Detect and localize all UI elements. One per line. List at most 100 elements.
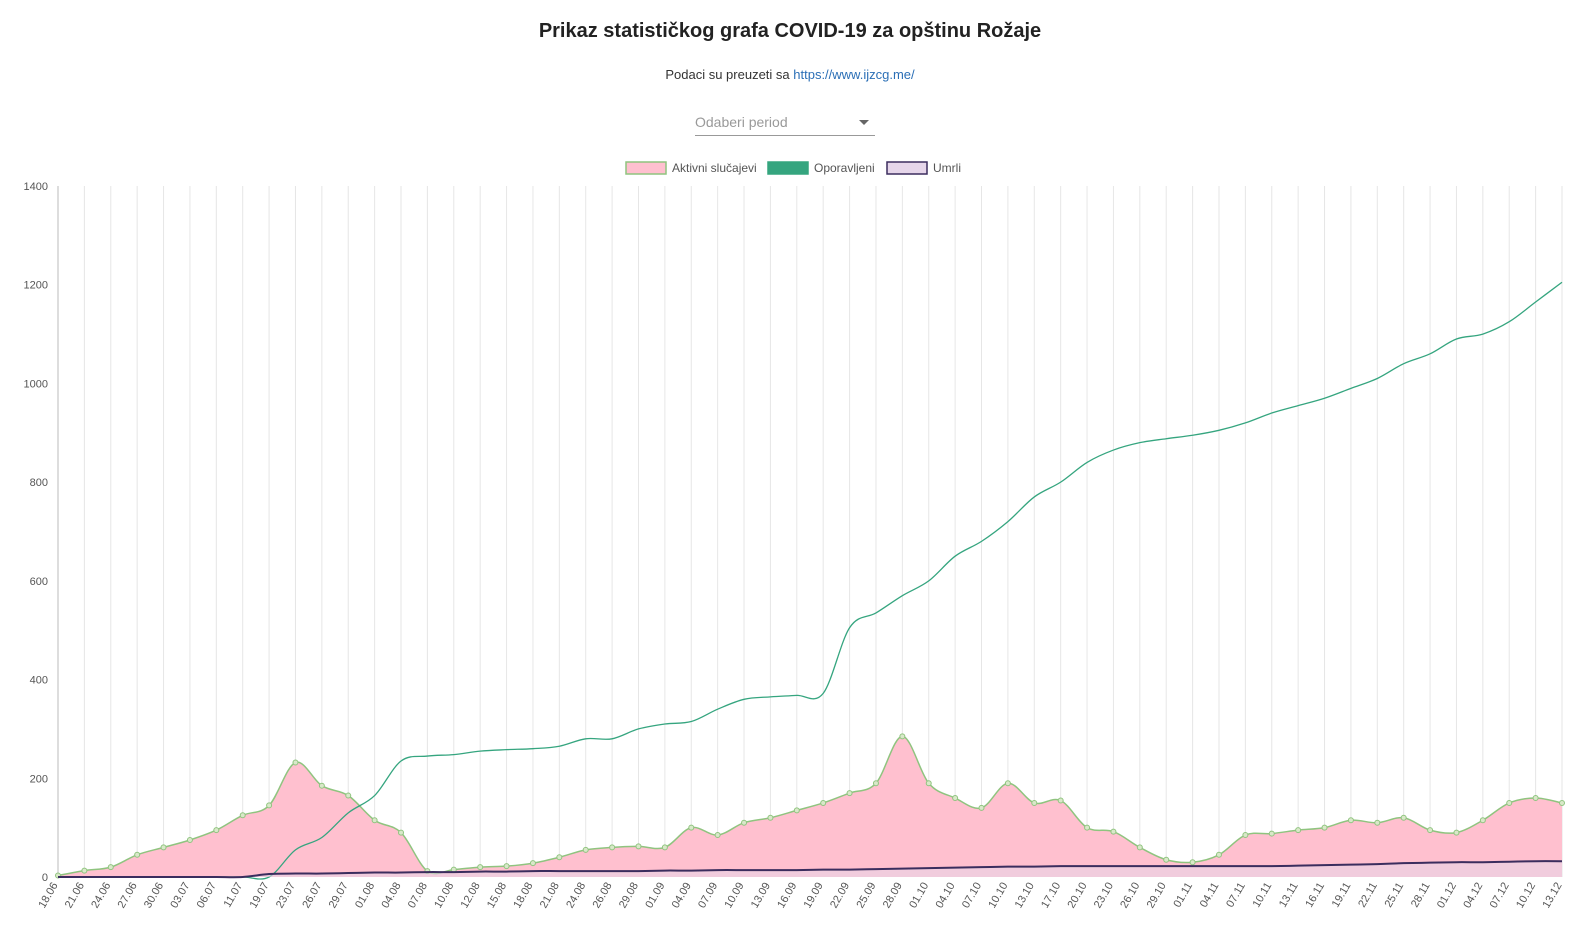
x-tick-label: 28.09 [881,881,905,911]
data-point-active[interactable] [1479,817,1486,824]
y-tick-label: 1400 [24,181,48,193]
x-tick-label: 30.06 [142,881,166,911]
data-point-active[interactable] [1532,795,1539,802]
y-tick-label: 800 [30,477,48,489]
data-point-active[interactable] [134,851,141,858]
x-tick-label: 15.08 [485,881,509,911]
x-tick-label: 04.12 [1461,881,1485,911]
data-point-active[interactable] [635,843,642,850]
data-point-active[interactable] [81,867,88,874]
chart-legend[interactable]: Aktivni slučajevi Oporavljeni Umrli [625,161,961,175]
x-tick-label: 01.11 [1171,881,1195,910]
x-tick-label: 01.08 [353,881,377,911]
x-tick-label: 24.06 [89,881,113,911]
data-point-active[interactable] [1031,799,1038,806]
x-tick-label: 20.10 [1065,881,1089,911]
data-point-active[interactable] [609,844,616,851]
data-point-active[interactable] [186,836,193,843]
data-point-active[interactable] [767,814,774,821]
data-point-active[interactable] [1427,827,1434,834]
series-layer [55,281,1565,880]
data-point-active[interactable] [1057,797,1064,804]
data-point-active[interactable] [1084,824,1091,831]
data-point-active[interactable] [872,780,879,787]
x-tick-label: 23.10 [1092,881,1116,911]
data-point-active[interactable] [899,733,906,740]
x-tick-label: 26.08 [591,881,615,911]
chevron-down-icon [859,120,869,125]
legend-swatch-2[interactable] [886,161,928,175]
x-tick-label: 01.10 [907,881,931,911]
data-point-active[interactable] [477,864,484,871]
x-tick-label: 07.08 [406,881,430,911]
data-point-active[interactable] [582,846,589,853]
data-point-active[interactable] [1268,830,1275,837]
data-point-active[interactable] [1215,851,1222,858]
data-point-active[interactable] [1163,856,1170,863]
data-point-active[interactable] [1559,799,1565,806]
x-tick-label: 12.08 [459,881,483,911]
data-point-active[interactable] [529,860,536,867]
x-tick-label: 18.06 [36,881,60,911]
x-tick-label: 28.11 [1409,881,1433,910]
data-point-active[interactable] [714,832,721,839]
page-title: Prikaz statističkog grafa COVID-19 za op… [538,20,1042,42]
data-point-active[interactable] [292,759,299,766]
y-tick-label: 400 [30,675,48,687]
legend-label-1[interactable]: Oporavljeni [814,161,875,175]
data-point-active[interactable] [318,782,325,789]
x-tick-label: 13.11 [1277,881,1301,910]
x-tick-label: 01.12 [1435,881,1459,911]
x-tick-label: 27.06 [116,881,140,911]
data-point-active[interactable] [371,817,378,824]
data-point-active[interactable] [1242,832,1249,839]
data-point-active[interactable] [1347,817,1354,824]
series-line-deaths [58,860,1563,879]
x-tick-label: 21.08 [538,881,562,911]
data-point-active[interactable] [661,844,668,851]
x-tick-label: 29.07 [327,881,351,911]
data-point-active[interactable] [239,812,246,819]
data-point-active[interactable] [846,790,853,797]
data-point-active[interactable] [1506,799,1513,806]
data-point-active[interactable] [925,780,932,787]
x-tick-label: 18.08 [511,881,535,911]
data-point-active[interactable] [741,819,748,826]
legend-label-0[interactable]: Aktivni slučajevi [672,161,757,175]
data-point-active[interactable] [952,795,959,802]
data-point-active[interactable] [1400,814,1407,821]
source-prefix: Podaci su preuzeti sa [665,67,794,82]
data-point-active[interactable] [107,864,114,871]
data-point-active[interactable] [1374,819,1381,826]
legend-label-2[interactable]: Umrli [933,161,961,175]
data-point-active[interactable] [1321,824,1328,831]
data-point-active[interactable] [978,804,985,811]
x-tick-label: 13.12 [1540,881,1564,911]
period-select[interactable]: Odaberi period [695,111,875,136]
data-point-active[interactable] [556,854,563,861]
x-tick-label: 10.09 [722,881,746,911]
data-point-active[interactable] [345,792,352,799]
legend-swatch-1[interactable] [767,161,809,175]
x-tick-label: 04.10 [934,881,958,911]
data-point-active[interactable] [1136,844,1143,851]
data-point-active[interactable] [1110,828,1117,835]
data-point-active[interactable] [160,844,167,851]
data-point-active[interactable] [1004,780,1011,787]
data-point-active[interactable] [266,802,273,809]
data-point-active[interactable] [503,863,510,870]
x-tick-label: 10.11 [1251,881,1275,910]
data-point-active[interactable] [1189,859,1196,866]
x-tick-label: 19.11 [1330,881,1354,910]
data-point-active[interactable] [820,799,827,806]
legend-swatch-0[interactable] [625,161,667,175]
data-point-active[interactable] [688,824,695,831]
x-tick-label: 24.08 [564,881,588,911]
data-point-active[interactable] [1453,829,1460,836]
data-point-active[interactable] [793,807,800,814]
data-point-active[interactable] [398,829,405,836]
source-link[interactable]: https://www.ijzcg.me/ [793,67,915,82]
data-point-active[interactable] [1295,827,1302,834]
covid-chart: Aktivni slučajevi Oporavljeni Umrli 0 200 40… [24,161,1565,911]
data-point-active[interactable] [213,827,220,834]
